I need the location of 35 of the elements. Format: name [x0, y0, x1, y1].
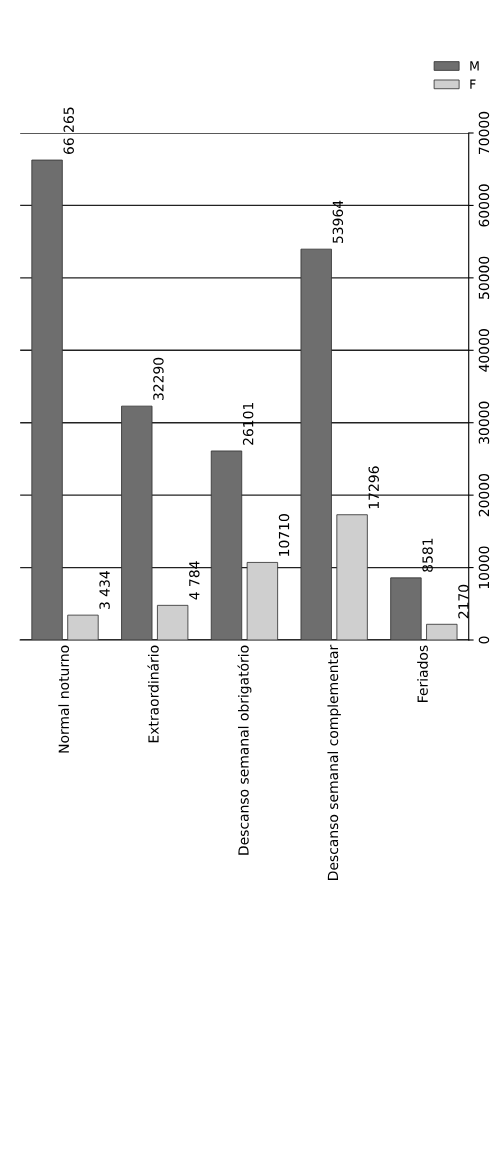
- y-tick-label: 50000: [478, 256, 490, 299]
- data-label: 17296: [368, 466, 379, 509]
- bar: [157, 604, 189, 640]
- data-label: 8581: [422, 538, 433, 572]
- legend-label: F: [470, 79, 476, 89]
- bar: [210, 450, 243, 640]
- y-tick-label: 30000: [478, 401, 490, 444]
- x-tick-label: Descanso semanal complementar: [327, 644, 341, 880]
- bar: [67, 614, 99, 640]
- bar: [121, 405, 153, 640]
- data-label: 26101: [242, 402, 254, 445]
- y-tick-label: 70000: [478, 111, 490, 154]
- y-tick-label: 10000: [478, 546, 490, 589]
- bar: [390, 577, 422, 640]
- bar: [336, 514, 368, 640]
- bar: [246, 562, 279, 640]
- legend-label: M: [470, 61, 479, 71]
- data-label: 3 434: [99, 571, 110, 609]
- y-tick-label: 20000: [478, 473, 490, 517]
- y-tick-label: 0: [478, 636, 490, 644]
- x-tick-label: Extraordinário: [147, 645, 159, 743]
- y-tick-label: 60000: [478, 184, 490, 227]
- x-tick-label: Descanso semanal obrigatório: [237, 645, 252, 855]
- bar: [300, 248, 332, 640]
- data-label: 10710: [278, 514, 290, 556]
- data-label: 66 265: [63, 107, 74, 155]
- data-label: 2170: [458, 584, 469, 619]
- x-tick-label: Normal noturno: [58, 645, 70, 753]
- data-label: 4 784: [189, 561, 200, 600]
- y-tick-label: 40000: [478, 329, 490, 372]
- data-label: 53964: [332, 200, 344, 243]
- x-tick-label: Feriados: [417, 645, 428, 702]
- bar: [31, 159, 63, 640]
- data-label: 32290: [153, 357, 164, 400]
- bar: [426, 623, 458, 640]
